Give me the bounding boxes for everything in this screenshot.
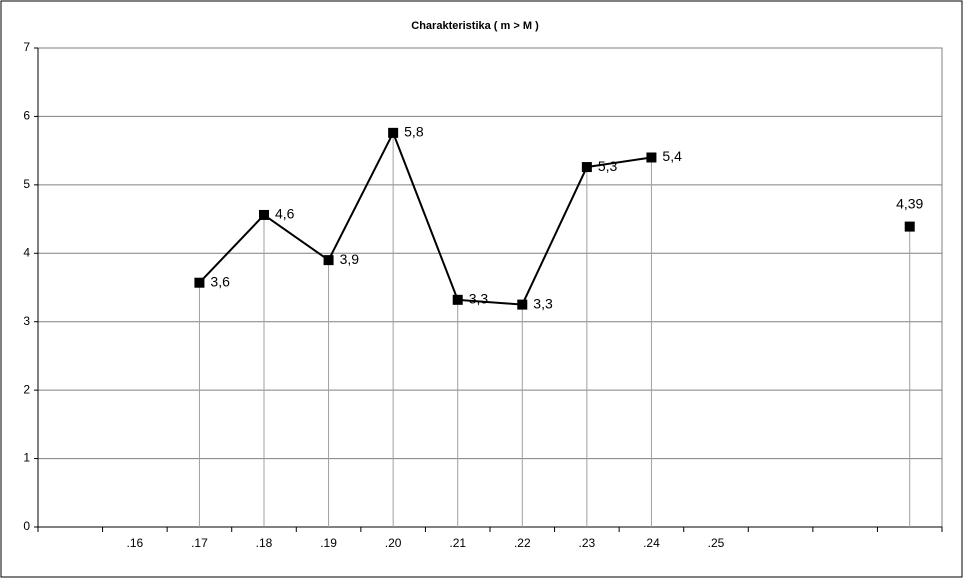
marker bbox=[323, 255, 334, 266]
x-tick-label: .18 bbox=[256, 536, 273, 550]
y-tick-label: 5 bbox=[23, 177, 30, 191]
data-label: 4,6 bbox=[275, 206, 295, 222]
data-label: 5,4 bbox=[662, 148, 682, 164]
y-tick-label: 4 bbox=[23, 245, 30, 259]
x-tick-label: .23 bbox=[579, 536, 596, 550]
chart-title: Charakteristika ( m > M ) bbox=[411, 20, 539, 32]
y-tick-label: 0 bbox=[23, 519, 30, 533]
marker bbox=[452, 294, 463, 305]
data-label: 3,9 bbox=[340, 251, 360, 267]
marker bbox=[581, 162, 592, 173]
marker bbox=[388, 127, 399, 138]
x-tick-label: .22 bbox=[514, 536, 531, 550]
x-tick-label: .16 bbox=[127, 536, 144, 550]
marker bbox=[646, 152, 657, 163]
data-label: 4,39 bbox=[896, 195, 923, 211]
x-tick-label: .25 bbox=[708, 536, 725, 550]
y-tick-label: 1 bbox=[23, 451, 30, 465]
marker bbox=[517, 299, 528, 310]
marker bbox=[904, 221, 915, 232]
x-tick-label: .17 bbox=[191, 536, 208, 550]
series-line bbox=[198, 130, 652, 306]
y-tick-label: 6 bbox=[23, 109, 30, 123]
x-tick-label: .20 bbox=[385, 536, 402, 550]
y-tick-label: 7 bbox=[23, 40, 30, 54]
marker bbox=[259, 209, 269, 220]
y-tick-label: 3 bbox=[23, 314, 30, 328]
y-tick-label: 2 bbox=[23, 382, 30, 396]
data-label: 3,3 bbox=[533, 295, 553, 311]
data-label: 3,3 bbox=[469, 291, 489, 307]
data-label: 5,3 bbox=[598, 158, 618, 174]
data-label: 5,8 bbox=[404, 124, 424, 140]
data-label: 3,6 bbox=[210, 273, 230, 289]
x-tick-label: .24 bbox=[643, 536, 660, 550]
x-tick-label: .19 bbox=[320, 536, 337, 550]
marker bbox=[194, 277, 205, 288]
x-tick-label: .21 bbox=[449, 536, 466, 550]
